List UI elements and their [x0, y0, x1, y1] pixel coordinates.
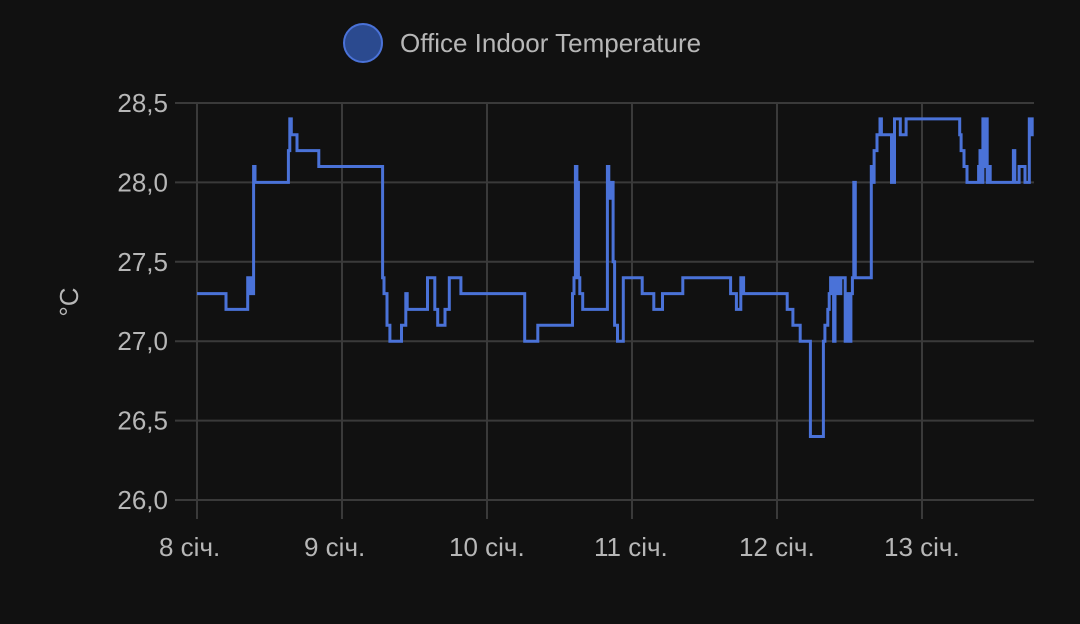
x-tick-label: 11 січ. — [594, 532, 668, 562]
legend-swatch[interactable] — [343, 23, 383, 63]
x-tick-label: 9 січ. — [304, 532, 365, 562]
x-tick-label: 13 січ. — [884, 532, 960, 562]
series-line-0[interactable] — [197, 117, 1034, 438]
y-tick-label: 27,0 — [117, 326, 168, 356]
series-layer — [197, 117, 1034, 438]
legend-label[interactable]: Office Indoor Temperature — [400, 28, 701, 58]
y-tick-label: 26,0 — [117, 485, 168, 515]
y-tick-label: 28,0 — [117, 167, 168, 197]
x-axis-ticks: 8 січ. 9 січ. 10 січ. 11 січ. 12 січ. 13 січ. — [159, 532, 960, 562]
x-tick-label: 12 січ. — [739, 532, 815, 562]
y-tick-label: 27,5 — [117, 247, 168, 277]
y-tick-label: 28,5 — [117, 88, 168, 118]
y-tick-label: 26,5 — [117, 406, 168, 436]
x-tick-label: 8 січ. — [159, 532, 220, 562]
y-axis-label: °C — [54, 287, 84, 316]
y-axis-ticks: 26,0 26,5 27,0 27,5 28,0 28,5 — [117, 88, 168, 515]
x-tick-label: 10 січ. — [449, 532, 525, 562]
grid — [175, 102, 1034, 519]
legend[interactable]: Office Indoor Temperature — [343, 23, 701, 63]
